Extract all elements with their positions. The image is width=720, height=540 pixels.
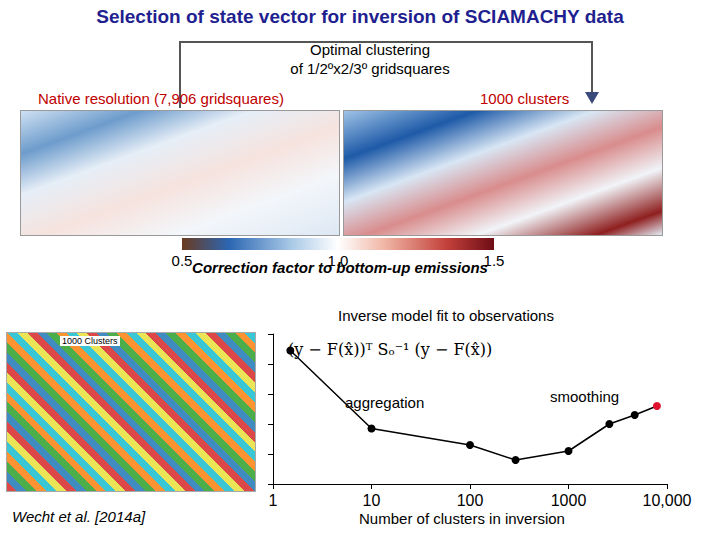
html-text:Inverse model fit to observati: Inverse model fit to observations xyxy=(338,307,554,324)
html-text:of 1/2ºx2/3º gridsquares: of 1/2ºx2/3º gridsquares xyxy=(290,60,450,77)
html-text:1.0: 1.0 xyxy=(327,252,349,269)
html-text:(y − F(x̂))ᵀ Sₒ⁻¹ (y − F(x̂)): (y − F(x̂))ᵀ Sₒ⁻¹ (y − F(x̂)) xyxy=(288,340,493,359)
html-text:Number of clusters in inversio: Number of clusters in inversion xyxy=(359,510,565,527)
html-text:Optimal clustering: Optimal clustering xyxy=(310,41,430,58)
html-text:aggregation: aggregation xyxy=(345,394,425,411)
html-text:Native resolution (7,906 grids: Native resolution (7,906 gridsquares) xyxy=(38,90,284,107)
svg-text:1000: 1000 xyxy=(551,492,587,509)
html-text:Selection of state vector for: Selection of state vector for inversion … xyxy=(96,6,624,27)
html-text:Correction factor to bottom-up: Correction factor to bottom-up emissions xyxy=(192,259,488,276)
svg-text:1: 1 xyxy=(269,492,278,509)
html-text:1000 clusters: 1000 clusters xyxy=(480,90,570,107)
html-text:Wecht et al. [2014a]: Wecht et al. [2014a] xyxy=(12,508,146,525)
svg-text:10: 10 xyxy=(363,492,381,509)
html-text:1.5: 1.5 xyxy=(483,252,505,269)
html-text:smoothing: smoothing xyxy=(550,388,620,405)
html-text:0.5: 0.5 xyxy=(171,252,193,269)
svg-text:100: 100 xyxy=(457,492,484,509)
html-text:1000 Clusters: 1000 Clusters xyxy=(62,336,118,346)
svg-text:10,000: 10,000 xyxy=(643,492,692,509)
